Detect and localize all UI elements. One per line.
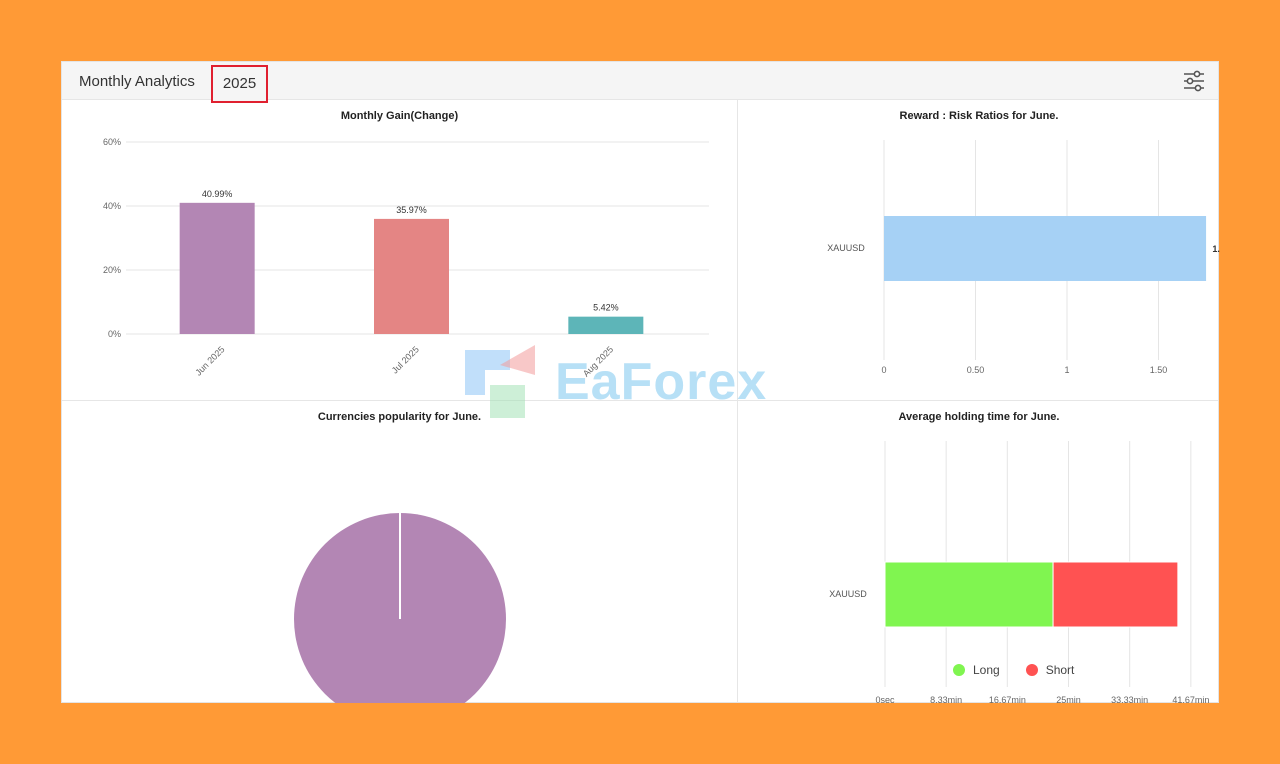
year-selector[interactable]: 2025 bbox=[211, 65, 268, 103]
holding-time-title: Average holding time for June. bbox=[898, 411, 1060, 423]
gain-xtick-label: Aug 2025 bbox=[581, 344, 615, 378]
currencies-popularity-chart: Currencies popularity for June. XAUUSD: … bbox=[62, 401, 737, 703]
reward-risk-title: Reward : Risk Ratios for June. bbox=[899, 110, 1059, 122]
monthly-analytics-panel: Monthly Analytics 2025 Monthly Gain(Chan… bbox=[61, 61, 1220, 703]
currencies-pie-svg: XAUUSD: 100.0 % bbox=[294, 513, 506, 703]
hold-xtick-label: 33.33min bbox=[1111, 695, 1148, 703]
rr-xtick-label: 0 bbox=[881, 365, 886, 375]
rr-xtick-label: 1.50 bbox=[1150, 365, 1168, 375]
legend-short-dot bbox=[1025, 664, 1038, 676]
holding-time-chart: Average holding time for June. 0sec 8.33m… bbox=[738, 401, 1220, 703]
holding-time-legend: Long Short bbox=[953, 663, 1074, 677]
monthly-gain-svg: 0% 20% 40% 60% 40.99% Jun 2025 35.97% Jul 2025 5… bbox=[103, 137, 709, 379]
hold-xtick-label: 41.67min bbox=[1172, 695, 1209, 703]
legend-short-label: Short bbox=[1045, 663, 1075, 677]
settings-button[interactable] bbox=[1182, 70, 1206, 92]
gain-data-label: 5.42% bbox=[593, 303, 619, 313]
gain-bar bbox=[179, 202, 255, 334]
panel-title: Monthly Analytics bbox=[79, 73, 195, 90]
sliders-icon bbox=[1184, 70, 1204, 92]
holding-time-svg: 0sec 8.33min 16.67min 25min 33.33min 41.67min… bbox=[829, 441, 1209, 703]
rr-category-label: XAUUSD bbox=[827, 243, 865, 253]
gain-data-label: 35.97% bbox=[396, 205, 427, 215]
gain-ytick-label: 20% bbox=[103, 265, 121, 275]
hold-xtick-label: 25min bbox=[1056, 695, 1081, 703]
gain-ytick-label: 0% bbox=[108, 329, 121, 339]
legend-item-long[interactable]: Long bbox=[953, 663, 1000, 677]
hold-xtick-label: 0sec bbox=[875, 695, 895, 703]
gain-xtick-label: Jul 2025 bbox=[390, 344, 421, 375]
gain-data-label: 40.99% bbox=[202, 189, 233, 199]
legend-item-short[interactable]: Short bbox=[1025, 663, 1075, 677]
rr-data-label: 1.76 bbox=[1212, 244, 1220, 254]
monthly-gain-chart: Monthly Gain(Change) 0% 20% 40% 60% 40.99% Ju… bbox=[62, 100, 737, 400]
hold-category-label: XAUUSD bbox=[829, 589, 867, 599]
gain-bar bbox=[568, 316, 644, 334]
rr-xtick-label: 1 bbox=[1064, 365, 1069, 375]
rr-xtick-label: 0.50 bbox=[967, 365, 985, 375]
divider-horizontal bbox=[62, 400, 1218, 401]
currencies-popularity-title: Currencies popularity for June. bbox=[317, 411, 482, 423]
gain-xtick-label: Jun 2025 bbox=[193, 344, 226, 377]
hold-bar-long bbox=[884, 561, 1054, 628]
hold-xtick-label: 16.67min bbox=[989, 695, 1026, 703]
gain-ytick-label: 40% bbox=[103, 201, 121, 211]
legend-long-dot bbox=[953, 664, 965, 676]
gain-ytick-label: 60% bbox=[103, 137, 121, 147]
legend-long-label: Long bbox=[973, 663, 1000, 677]
gain-bar bbox=[374, 218, 449, 334]
hold-bar-short bbox=[1052, 561, 1179, 628]
monthly-gain-title: Monthly Gain(Change) bbox=[340, 110, 459, 122]
rr-bar bbox=[884, 216, 1207, 281]
hold-xtick-label: 8.33min bbox=[930, 695, 962, 703]
reward-risk-chart: Reward : Risk Ratios for June. 0 0.50 1 1.5… bbox=[738, 100, 1220, 400]
divider-vertical bbox=[737, 100, 738, 703]
